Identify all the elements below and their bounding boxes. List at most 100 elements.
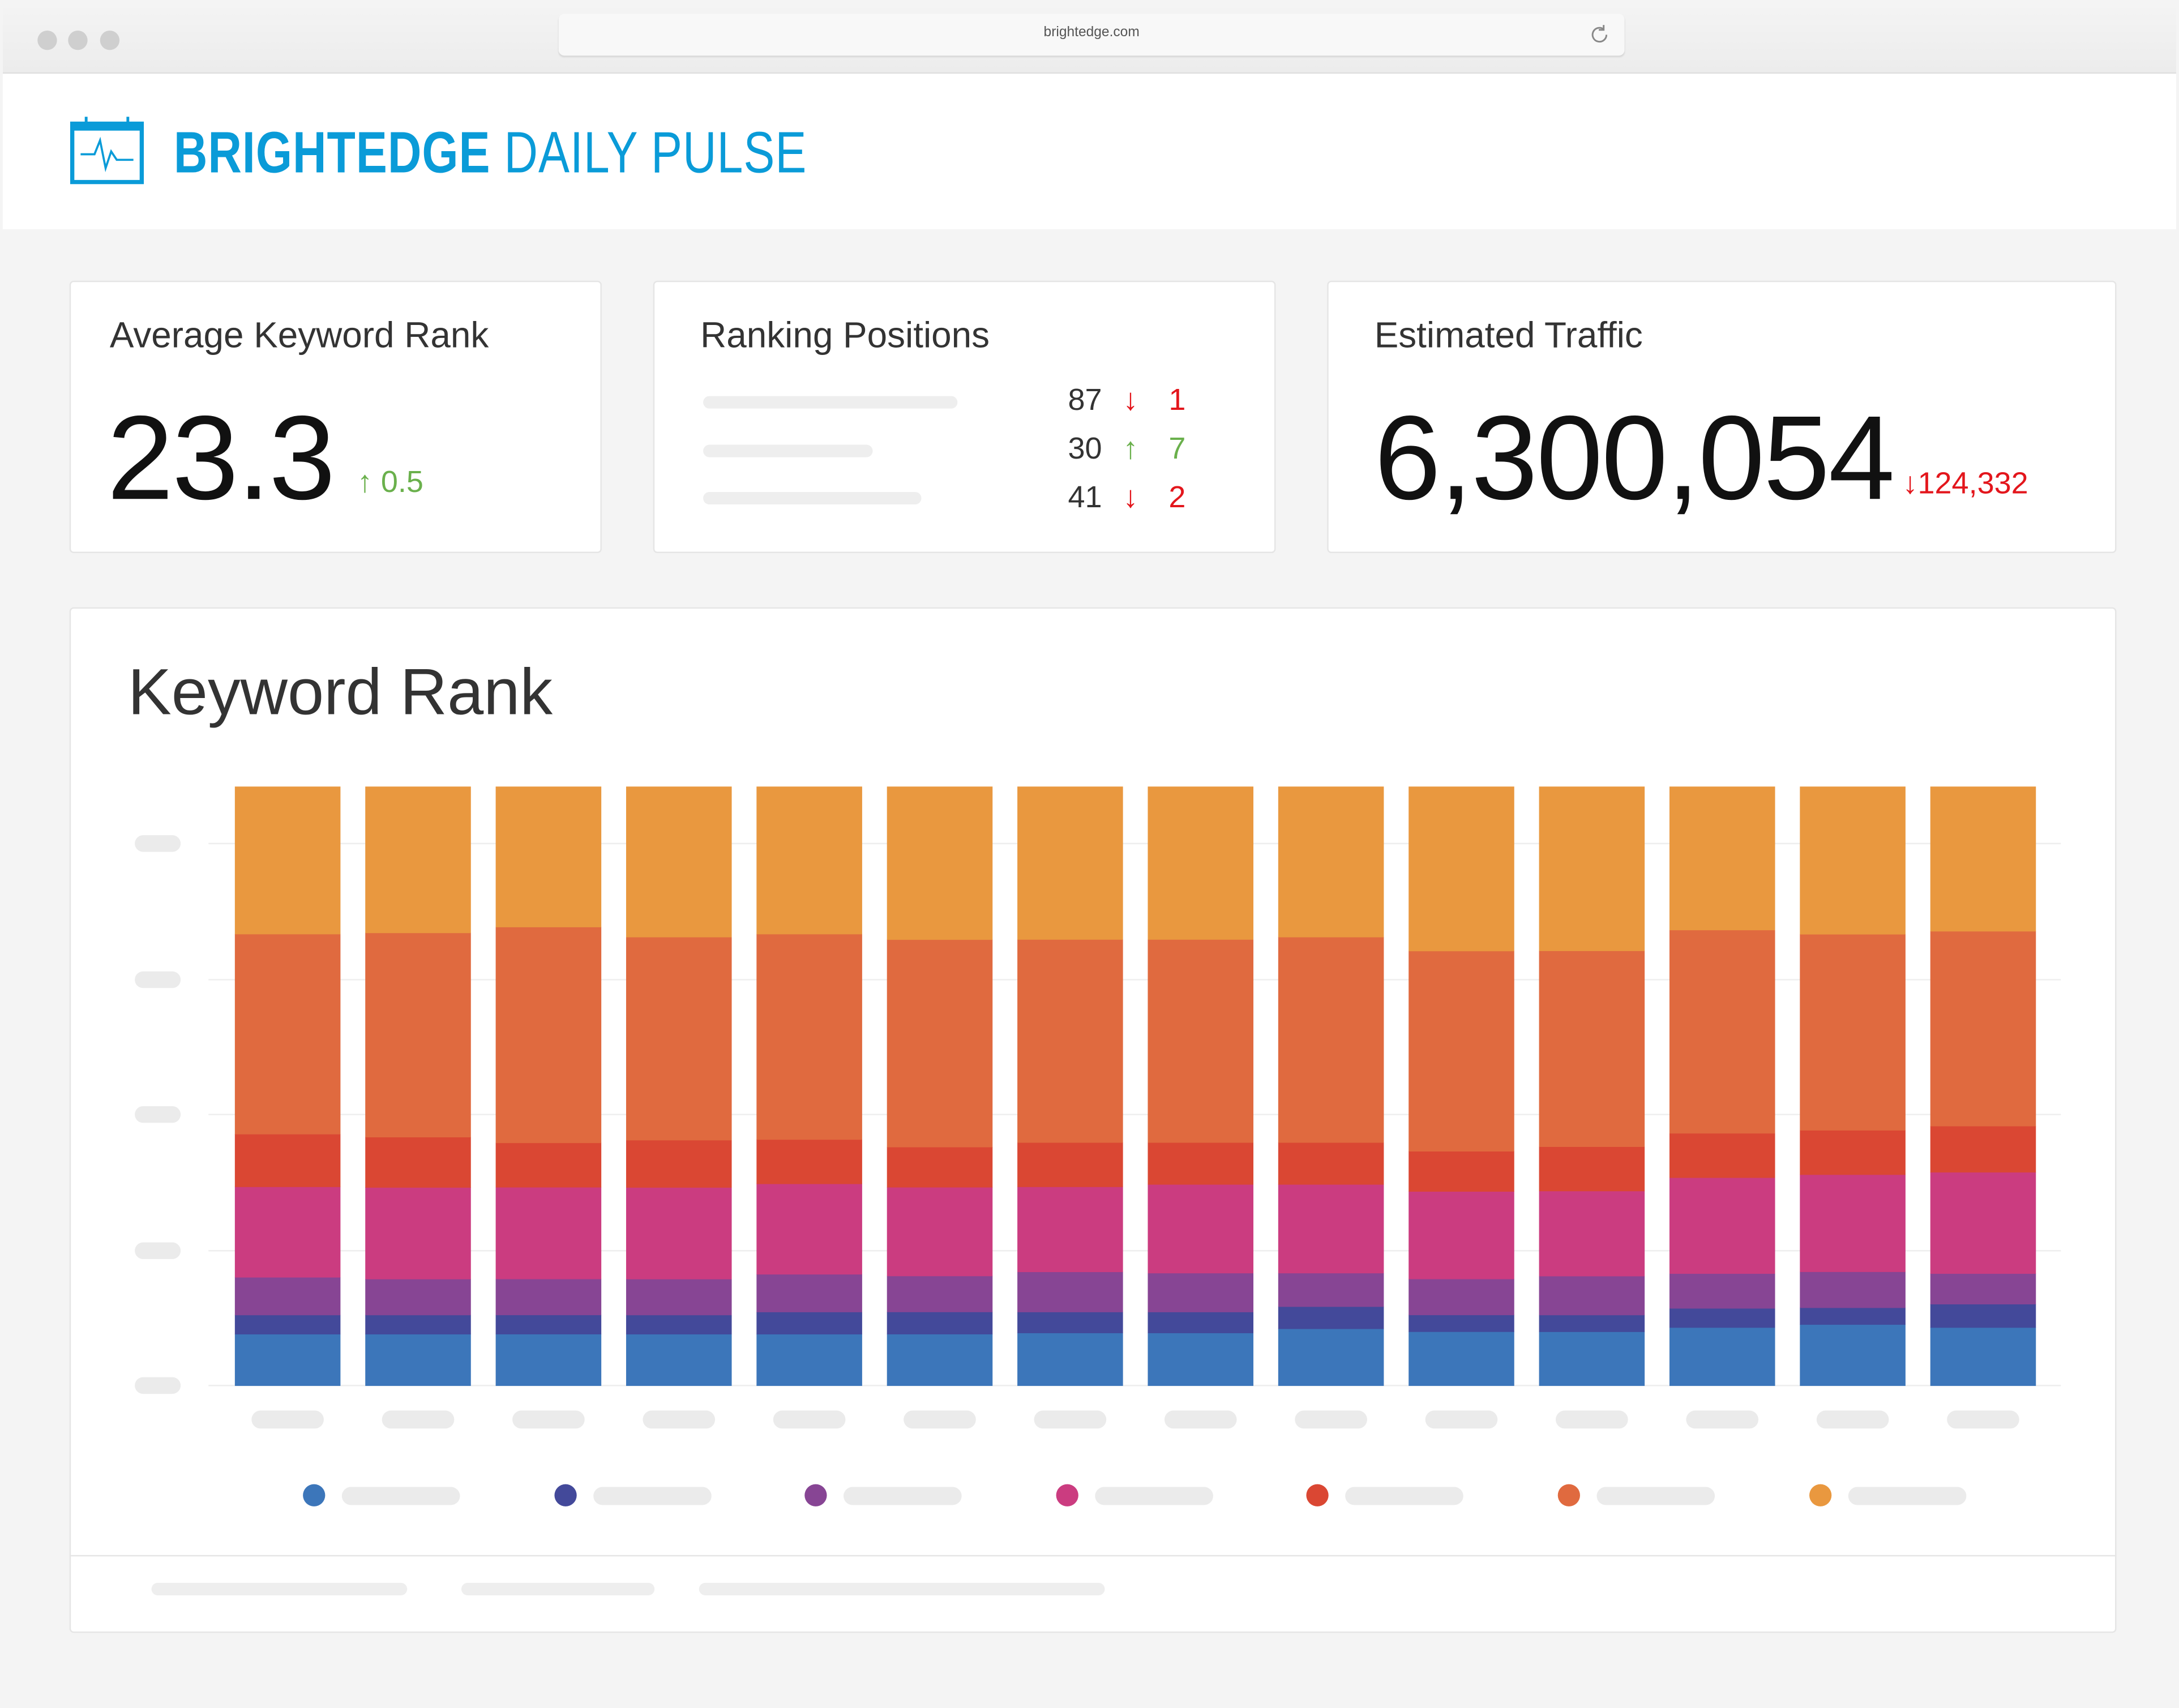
bar-segment-11-5[interactable] xyxy=(1539,1146,1645,1192)
bar-segment-6-5[interactable] xyxy=(887,1146,993,1188)
bar-segment-2-7[interactable] xyxy=(365,786,471,934)
bar-segment-14-4[interactable] xyxy=(1930,1172,2036,1274)
bar-segment-14-2[interactable] xyxy=(1930,1304,2036,1328)
bar-segment-10-7[interactable] xyxy=(1409,786,1514,952)
bar-segment-5-2[interactable] xyxy=(756,1312,862,1335)
bar-segment-14-6[interactable] xyxy=(1930,931,2036,1127)
address-bar[interactable]: brightedge.com xyxy=(558,14,1625,56)
bar-segment-9-3[interactable] xyxy=(1278,1273,1384,1307)
window-close-button[interactable] xyxy=(37,31,57,50)
bar-segment-1-4[interactable] xyxy=(234,1187,341,1278)
bar-segment-4-3[interactable] xyxy=(626,1279,732,1316)
bar-segment-14-5[interactable] xyxy=(1930,1125,2036,1173)
bar-segment-4-6[interactable] xyxy=(626,936,732,1141)
bar-segment-7-6[interactable] xyxy=(1017,939,1123,1143)
legend-swatch-2[interactable] xyxy=(554,1484,577,1506)
legend-swatch-6[interactable] xyxy=(1557,1484,1580,1506)
bar-segment-1-3[interactable] xyxy=(234,1277,341,1316)
bar-segment-3-7[interactable] xyxy=(495,786,602,927)
bar-segment-9-1[interactable] xyxy=(1278,1328,1384,1386)
bar-segment-10-4[interactable] xyxy=(1409,1191,1514,1279)
bar-segment-8-7[interactable] xyxy=(1148,786,1254,940)
bar-segment-10-2[interactable] xyxy=(1409,1315,1514,1332)
bar-segment-9-2[interactable] xyxy=(1278,1306,1384,1329)
bar-segment-1-2[interactable] xyxy=(234,1315,341,1335)
bar-segment-13-1[interactable] xyxy=(1800,1324,1906,1386)
bar-segment-4-2[interactable] xyxy=(626,1315,732,1335)
bar-segment-11-4[interactable] xyxy=(1539,1191,1645,1277)
bar-segment-12-3[interactable] xyxy=(1669,1273,1775,1309)
bar-segment-3-4[interactable] xyxy=(495,1187,602,1279)
bar-segment-9-4[interactable] xyxy=(1278,1184,1384,1274)
bar-segment-2-2[interactable] xyxy=(365,1315,471,1335)
bar-segment-5-5[interactable] xyxy=(756,1139,862,1184)
bar-segment-10-6[interactable] xyxy=(1409,951,1514,1151)
bar-segment-2-4[interactable] xyxy=(365,1187,471,1279)
bar-segment-5-6[interactable] xyxy=(756,934,862,1140)
bar-segment-10-1[interactable] xyxy=(1409,1332,1514,1386)
legend-swatch-5[interactable] xyxy=(1306,1484,1329,1506)
bar-segment-5-3[interactable] xyxy=(756,1274,862,1312)
bar-segment-6-6[interactable] xyxy=(887,939,993,1148)
bar-segment-8-6[interactable] xyxy=(1148,939,1254,1143)
bar-segment-14-3[interactable] xyxy=(1930,1273,2036,1305)
bar-segment-6-7[interactable] xyxy=(887,786,993,940)
bar-segment-14-7[interactable] xyxy=(1930,786,2036,932)
legend-swatch-4[interactable] xyxy=(1056,1484,1078,1506)
bar-segment-5-1[interactable] xyxy=(756,1334,862,1386)
bar-segment-11-3[interactable] xyxy=(1539,1275,1645,1316)
bar-segment-13-4[interactable] xyxy=(1800,1174,1906,1272)
bar-segment-13-7[interactable] xyxy=(1800,786,1906,935)
bar-segment-11-1[interactable] xyxy=(1539,1332,1645,1386)
bar-segment-6-4[interactable] xyxy=(887,1187,993,1277)
bar-segment-8-5[interactable] xyxy=(1148,1142,1254,1185)
bar-segment-7-3[interactable] xyxy=(1017,1272,1123,1312)
bar-segment-13-5[interactable] xyxy=(1800,1130,1906,1175)
bar-segment-12-5[interactable] xyxy=(1669,1133,1775,1178)
bar-segment-3-5[interactable] xyxy=(495,1142,602,1188)
bar-segment-8-1[interactable] xyxy=(1148,1333,1254,1386)
bar-segment-3-2[interactable] xyxy=(495,1315,602,1334)
bar-segment-9-7[interactable] xyxy=(1278,786,1384,938)
bar-segment-1-1[interactable] xyxy=(234,1334,341,1386)
bar-segment-12-2[interactable] xyxy=(1669,1308,1775,1328)
reload-icon[interactable] xyxy=(1589,24,1611,46)
window-maximize-button[interactable] xyxy=(100,31,120,50)
bar-segment-10-5[interactable] xyxy=(1409,1151,1514,1192)
legend-swatch-7[interactable] xyxy=(1809,1484,1832,1506)
bar-segment-4-1[interactable] xyxy=(626,1334,732,1386)
bar-segment-7-5[interactable] xyxy=(1017,1142,1123,1187)
bar-segment-12-1[interactable] xyxy=(1669,1327,1775,1386)
bar-segment-7-1[interactable] xyxy=(1017,1333,1123,1386)
bar-segment-1-7[interactable] xyxy=(234,786,341,935)
bar-segment-13-6[interactable] xyxy=(1800,934,1906,1131)
bar-segment-1-5[interactable] xyxy=(234,1133,341,1187)
bar-segment-14-1[interactable] xyxy=(1930,1327,2036,1386)
bar-segment-10-3[interactable] xyxy=(1409,1278,1514,1316)
bar-segment-3-6[interactable] xyxy=(495,927,602,1144)
bar-segment-6-2[interactable] xyxy=(887,1312,993,1334)
bar-segment-13-3[interactable] xyxy=(1800,1272,1906,1308)
bar-segment-11-2[interactable] xyxy=(1539,1315,1645,1332)
bar-segment-11-7[interactable] xyxy=(1539,786,1645,951)
bar-segment-2-5[interactable] xyxy=(365,1137,471,1188)
bar-segment-2-6[interactable] xyxy=(365,932,471,1138)
bar-segment-3-3[interactable] xyxy=(495,1278,602,1316)
bar-segment-3-1[interactable] xyxy=(495,1334,602,1386)
bar-segment-8-3[interactable] xyxy=(1148,1273,1254,1312)
bar-segment-4-7[interactable] xyxy=(626,786,732,938)
bar-segment-12-6[interactable] xyxy=(1669,930,1775,1134)
bar-segment-4-4[interactable] xyxy=(626,1187,732,1279)
bar-segment-9-6[interactable] xyxy=(1278,936,1384,1143)
bar-segment-8-2[interactable] xyxy=(1148,1312,1254,1333)
window-minimize-button[interactable] xyxy=(68,31,88,50)
bar-segment-5-4[interactable] xyxy=(756,1183,862,1275)
bar-segment-11-6[interactable] xyxy=(1539,951,1645,1147)
bar-segment-13-2[interactable] xyxy=(1800,1307,1906,1325)
legend-swatch-1[interactable] xyxy=(303,1484,326,1506)
bar-segment-1-6[interactable] xyxy=(234,934,341,1135)
bar-segment-5-7[interactable] xyxy=(756,786,862,935)
bar-segment-4-5[interactable] xyxy=(626,1140,732,1188)
bar-segment-12-4[interactable] xyxy=(1669,1177,1775,1274)
bar-segment-7-2[interactable] xyxy=(1017,1312,1123,1333)
